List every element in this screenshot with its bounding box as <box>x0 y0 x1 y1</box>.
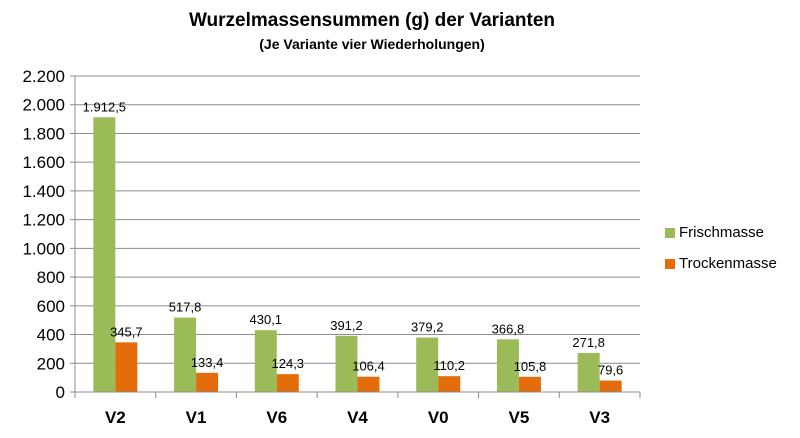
y-axis: 0 200 400 600 800 1.000 1.200 1.400 1.600 1.800 2.… <box>22 67 76 402</box>
data-label: 106,4 <box>352 359 385 374</box>
bar-frischmasse-v0 <box>416 337 439 392</box>
y-tick-label: 2.200 <box>22 67 65 86</box>
data-label: 133,4 <box>191 355 224 370</box>
y-tick-label: 200 <box>37 354 65 373</box>
x-tick-label: V4 <box>347 408 368 427</box>
legend-swatch-trockenmasse <box>665 259 675 269</box>
data-label: 79,6 <box>598 363 623 378</box>
bar-frischmasse-v1 <box>174 317 197 392</box>
y-tick-label: 0 <box>56 383 65 402</box>
x-tick-label: V5 <box>509 408 530 427</box>
bar-trockenmasse-v0 <box>438 376 461 392</box>
bar-trockenmasse-v2 <box>115 342 138 392</box>
x-tick-label: V2 <box>105 408 126 427</box>
y-tick-label: 1.200 <box>22 211 65 230</box>
data-label: 430,1 <box>250 312 283 327</box>
gridlines <box>75 75 640 393</box>
x-axis: V2 V1 V6 V4 V0 V5 V3 <box>74 391 641 427</box>
data-label: 517,8 <box>169 300 202 315</box>
legend-swatch-frischmasse <box>665 228 675 238</box>
y-tick-label: 2.000 <box>22 96 65 115</box>
chart-subtitle: (Je Variante vier Wiederholungen) <box>259 36 485 52</box>
data-label: 271,8 <box>572 335 605 350</box>
x-tick-label: V0 <box>428 408 449 427</box>
data-label: 1.912,5 <box>83 99 126 114</box>
bar-trockenmasse-v6 <box>276 374 299 392</box>
data-label: 379,2 <box>411 320 444 335</box>
y-tick-label: 1.800 <box>22 124 65 143</box>
data-label: 391,2 <box>330 318 363 333</box>
legend: Frischmasse Trockenmasse <box>665 224 777 272</box>
legend-label-frischmasse: Frischmasse <box>679 224 764 241</box>
bar-frischmasse-v2 <box>93 117 116 392</box>
x-tick-label: V3 <box>589 408 610 427</box>
y-tick-label: 400 <box>37 326 65 345</box>
bar-frischmasse-v3 <box>577 352 600 392</box>
legend-label-trockenmasse: Trockenmasse <box>679 255 777 272</box>
chart-title: Wurzelmassensummen (g) der Varianten <box>189 10 555 31</box>
bar-trockenmasse-v3 <box>599 380 622 392</box>
y-tick-label: 1.000 <box>22 239 65 258</box>
bar-frischmasse-v4 <box>335 335 358 392</box>
bar-trockenmasse-v4 <box>357 376 380 392</box>
data-label: 105,8 <box>514 359 547 374</box>
bar-trockenmasse-v1 <box>196 372 219 392</box>
x-tick-label: V1 <box>186 408 207 427</box>
y-tick-label: 1.600 <box>22 153 65 172</box>
bar-frischmasse-v5 <box>496 339 519 392</box>
data-label: 345,7 <box>110 324 143 339</box>
x-tick-label: V6 <box>266 408 287 427</box>
bar-frischmasse-v6 <box>254 330 277 392</box>
y-tick-label: 600 <box>37 297 65 316</box>
y-tick-label: 1.400 <box>22 182 65 201</box>
bar-trockenmasse-v5 <box>518 376 541 392</box>
y-tick-label: 800 <box>37 268 65 287</box>
data-label: 366,8 <box>492 321 525 336</box>
data-label: 110,2 <box>433 358 465 373</box>
data-label: 124,3 <box>272 356 305 371</box>
bars: 1.912,5 345,7 517,8 133,4 430,1 124,3 391,2 106… <box>83 99 623 392</box>
